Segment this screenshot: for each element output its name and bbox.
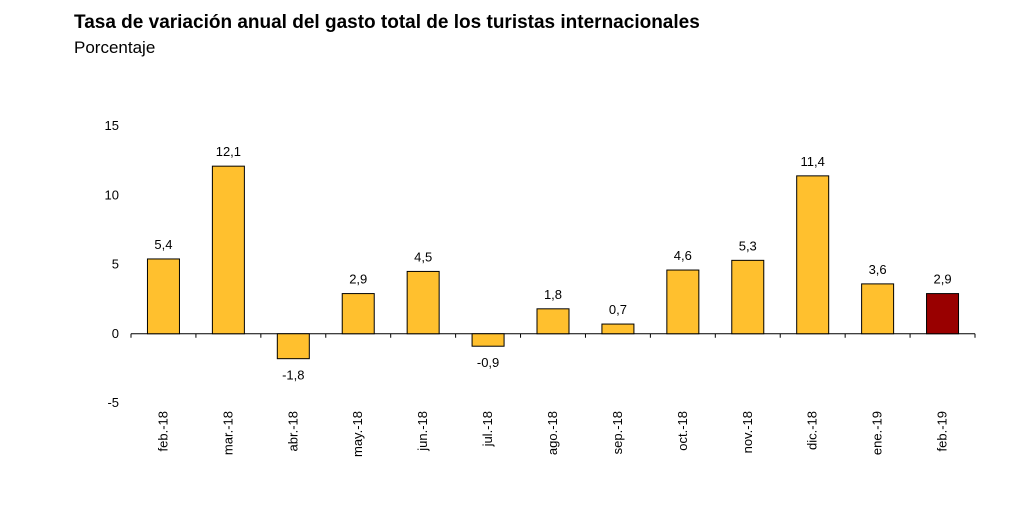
y-tick-label: -5 [107, 395, 119, 410]
bar-dic.-18 [796, 175, 830, 335]
bar-oct.-18 [666, 269, 700, 335]
x-tick-label: ago.-18 [545, 411, 560, 455]
value-label: 2,9 [349, 272, 367, 287]
x-tick-label: feb.-19 [935, 411, 950, 451]
chart-subtitle: Porcentaje [74, 38, 156, 57]
bars [146, 165, 960, 360]
x-tick-label: dic.-18 [805, 411, 820, 450]
y-tick-label: 15 [105, 118, 119, 133]
value-label: -1,8 [282, 368, 304, 383]
x-tick-label: may.-18 [350, 411, 365, 457]
value-label: 4,5 [414, 249, 432, 264]
x-tick-label: abr.-18 [285, 411, 300, 451]
value-labels: 5,4 12,1 -1,8 2,9 4,5 -0,9 1,8 0,7 4,6 5,3 11,4 3,6… [154, 144, 951, 383]
x-tick-label: nov.-18 [740, 411, 755, 453]
x-tick-label: mar.-18 [220, 411, 235, 455]
y-tick-label: 5 [112, 257, 119, 272]
bar-may.-18 [341, 293, 375, 335]
value-label: 5,4 [154, 237, 172, 252]
value-label: 4,6 [674, 248, 692, 263]
value-label: 3,6 [869, 262, 887, 277]
bar-mar.-18 [211, 165, 245, 335]
y-tick-label: 0 [112, 326, 119, 341]
chart-title: Tasa de variación anual del gasto total … [74, 12, 700, 33]
value-label: 2,9 [933, 272, 951, 287]
bar-abr.-18 [276, 333, 310, 360]
bar-jul.-18 [471, 333, 505, 347]
x-tick-labels: feb.-18 mar.-18 abr.-18 may.-18 jun.-18 jul.-… [155, 411, 949, 457]
value-label: 0,7 [609, 302, 627, 317]
bar-jun.-18 [406, 270, 440, 335]
x-tick-label: oct.-18 [675, 411, 690, 451]
y-tick-label: 10 [105, 187, 119, 202]
x-tick-label: sep.-18 [610, 411, 625, 454]
value-label: 5,3 [739, 238, 757, 253]
bar-feb.-18 [146, 258, 180, 335]
bar-feb.-19 [926, 293, 960, 335]
x-tick-label: jul.-18 [480, 411, 495, 447]
bar-sep.-18 [601, 323, 635, 335]
x-tick-label: ene.-19 [870, 411, 885, 455]
bar-ene.-19 [861, 283, 895, 335]
value-label: -0,9 [477, 355, 499, 370]
value-label: 1,8 [544, 287, 562, 302]
x-tick-label: feb.-18 [155, 411, 170, 451]
x-tick-label: jun.-18 [415, 411, 430, 452]
bar-nov.-18 [731, 259, 765, 335]
value-label: 11,4 [801, 154, 825, 169]
bar-ago.-18 [536, 308, 570, 335]
value-label: 12,1 [216, 144, 241, 159]
